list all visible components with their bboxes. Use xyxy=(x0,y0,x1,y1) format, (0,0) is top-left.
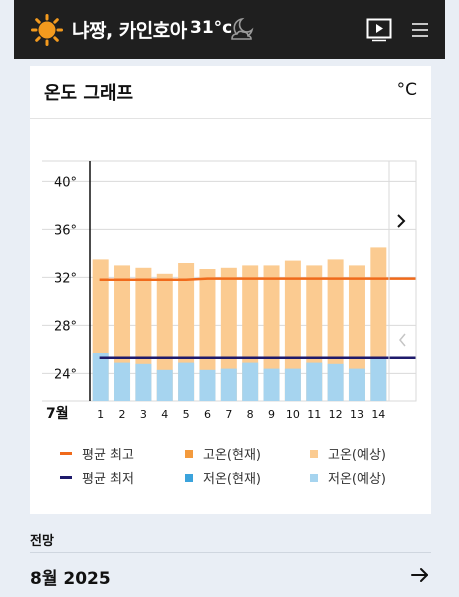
high-temp-bar xyxy=(263,265,280,401)
legend-item: 고온(예상) xyxy=(310,444,386,463)
card-divider xyxy=(30,118,431,119)
x-tick-label: 4 xyxy=(161,408,168,421)
x-tick-label: 6 xyxy=(204,408,211,421)
legend-item: 저온(현재) xyxy=(185,468,261,487)
low-temp-bar xyxy=(242,362,259,401)
x-tick-label: 14 xyxy=(371,408,385,421)
outlook-month[interactable]: 8월 2025 xyxy=(30,569,111,589)
low-temp-bar xyxy=(199,369,216,401)
chart-legend: 평균 최고 고온(현재) 고온(예상) 평균 최저 저온(현재) 저온(예상) xyxy=(60,444,430,504)
legend-swatch xyxy=(60,476,72,479)
y-tick-label: 32° xyxy=(54,271,77,286)
x-tick-label: 5 xyxy=(183,408,190,421)
y-tick-label: 28° xyxy=(54,319,77,334)
legend-swatch xyxy=(185,473,193,482)
outlook-divider xyxy=(30,552,431,553)
legend-label: 평균 최고 xyxy=(82,448,134,463)
low-temp-bar xyxy=(348,368,365,401)
legend-item: 평균 최저 xyxy=(60,468,134,487)
top-bar: 냐짱, 카인호아 31°c xyxy=(14,0,445,59)
legend-item: 평균 최고 xyxy=(60,444,134,463)
x-tick-label: 9 xyxy=(268,408,275,421)
chevron-right-icon[interactable] xyxy=(397,214,406,228)
high-temp-bar xyxy=(220,267,237,401)
low-temp-bar xyxy=(284,368,301,401)
temperature-graph-card: 온도 그래프 °C 40° 36° 32° 28° 24° 1 2 3 4 5 6 7 8 9 10 11 12… xyxy=(30,66,431,514)
sun-icon xyxy=(31,14,63,46)
legend-item: 저온(예상) xyxy=(310,468,386,487)
outlook-label: 전망 xyxy=(30,534,54,549)
x-tick-label: 10 xyxy=(286,408,300,421)
hamburger-menu-icon[interactable] xyxy=(412,22,428,38)
card-title: 온도 그래프 xyxy=(44,83,134,104)
current-temperature: 31°c xyxy=(190,18,233,38)
low-temp-bar xyxy=(135,363,152,401)
moon-cloud-icon xyxy=(231,17,254,40)
legend-swatch xyxy=(60,452,72,455)
low-temp-bar xyxy=(306,362,323,401)
legend-swatch xyxy=(310,473,318,482)
play-video-icon[interactable] xyxy=(366,18,392,42)
x-tick-label: 12 xyxy=(329,408,343,421)
low-temp-bar xyxy=(220,368,237,401)
y-tick-label: 24° xyxy=(54,367,77,382)
low-temp-bar xyxy=(327,363,344,401)
x-tick-label: 1 xyxy=(97,408,104,421)
low-temp-bar xyxy=(263,368,280,401)
location-name[interactable]: 냐짱, 카인호아 xyxy=(72,20,187,42)
y-tick-label: 36° xyxy=(54,223,77,238)
low-temp-bar xyxy=(156,369,173,401)
high-temp-bar xyxy=(284,260,301,401)
legend-swatch xyxy=(185,449,193,458)
legend-label: 평균 최저 xyxy=(82,472,134,487)
unit-toggle-button[interactable]: °C xyxy=(396,80,417,100)
chevron-left-icon[interactable] xyxy=(399,333,406,347)
high-temp-bar xyxy=(199,269,216,401)
month-label: 7월 xyxy=(46,405,69,422)
x-tick-label: 8 xyxy=(247,408,254,421)
low-temp-bar xyxy=(370,359,387,401)
low-temp-bar xyxy=(114,362,131,401)
legend-label: 고온(예상) xyxy=(328,448,386,463)
low-temp-bar xyxy=(92,353,109,401)
x-tick-label: 2 xyxy=(119,408,126,421)
legend-label: 고온(현재) xyxy=(203,448,261,463)
x-tick-label: 3 xyxy=(140,408,147,421)
legend-label: 저온(예상) xyxy=(328,472,386,487)
high-temp-bar xyxy=(348,265,365,401)
low-temp-bar xyxy=(178,362,195,401)
legend-swatch xyxy=(310,449,318,458)
x-tick-label: 11 xyxy=(307,408,321,421)
y-tick-label: 40° xyxy=(54,175,77,190)
legend-label: 저온(현재) xyxy=(203,472,261,487)
high-temp-bar xyxy=(156,273,173,401)
x-tick-label: 7 xyxy=(225,408,232,421)
x-tick-label: 13 xyxy=(350,408,364,421)
chart-nav-panel xyxy=(388,160,417,402)
legend-item: 고온(현재) xyxy=(185,444,261,463)
average-high-line xyxy=(99,277,416,282)
arrow-right-icon[interactable] xyxy=(410,565,430,585)
